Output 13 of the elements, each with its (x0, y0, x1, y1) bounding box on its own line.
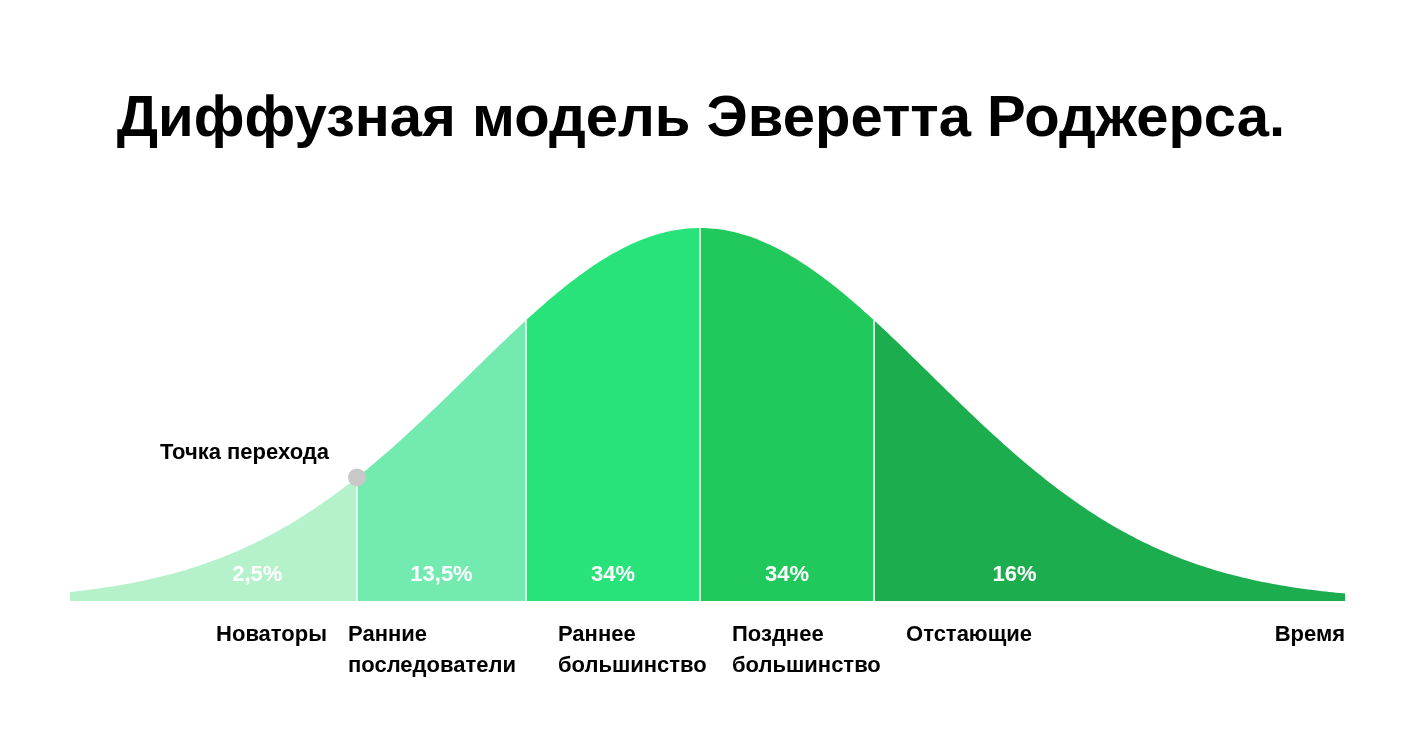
category-label: Ранние последователи (348, 621, 516, 677)
data-label: 16% (992, 561, 1037, 587)
category-label: Позднее большинство (732, 621, 881, 677)
text: Точка перехода (159, 439, 330, 465)
data-label: 34% (764, 561, 810, 587)
category-label: Новаторы (216, 621, 328, 646)
data-label: 13,5% (410, 561, 473, 587)
data-label: 34% (590, 561, 636, 587)
data-label: 2,5% (232, 561, 283, 587)
category-label: Раннее большинство (557, 621, 707, 677)
text: Диффузная модель Эверетта Роджерса. (115, 82, 1287, 150)
text: Время (1274, 621, 1346, 646)
category-label: Отстающие (906, 621, 1032, 646)
